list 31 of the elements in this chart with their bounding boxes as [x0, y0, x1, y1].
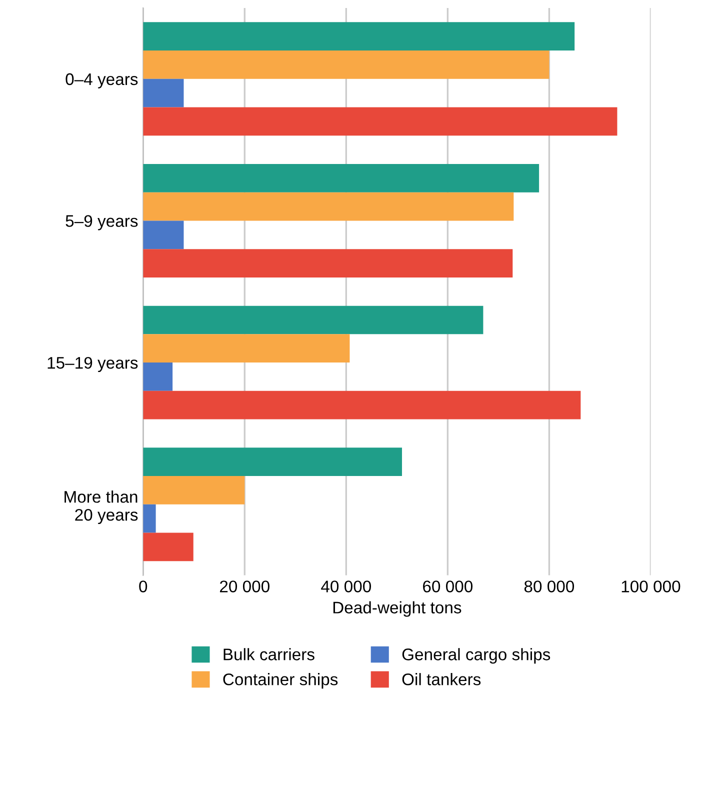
y-tick-label: 5–9 years: [66, 215, 138, 230]
bar: [143, 334, 350, 363]
x-axis-title: Dead-weight tons: [333, 601, 462, 617]
x-tick-label: 0: [139, 580, 148, 592]
bar: [143, 22, 575, 51]
legend-label: General cargo ships: [402, 648, 550, 664]
bar: [143, 164, 540, 192]
bar: [143, 50, 550, 79]
bar: [143, 390, 581, 420]
bar: [143, 78, 184, 108]
legend-label: Container ships: [223, 673, 338, 689]
legend-label: Oil tankers: [402, 673, 481, 686]
bar: [143, 192, 514, 221]
bar: [143, 306, 484, 334]
bar: [143, 220, 184, 250]
bar: [143, 249, 513, 278]
legend-label: Bulk carriers: [224, 648, 314, 660]
bar: [143, 532, 194, 562]
bar: [143, 362, 173, 391]
bar: [143, 476, 245, 504]
bar: [143, 504, 156, 533]
y-tick-label: 0–4 years: [66, 73, 138, 88]
y-tick-label: 15–19 years: [48, 356, 138, 372]
bar: [143, 107, 618, 136]
x-tick-label: 80 000: [524, 580, 574, 592]
x-tick-label: 60 000: [423, 580, 473, 592]
x-tick-label: 100 000: [622, 580, 680, 592]
y-tick-label: More than 20 years: [64, 490, 138, 524]
bar: [143, 448, 402, 476]
x-tick-label: 40 000: [321, 580, 371, 592]
x-tick-label: 20 000: [220, 580, 270, 592]
